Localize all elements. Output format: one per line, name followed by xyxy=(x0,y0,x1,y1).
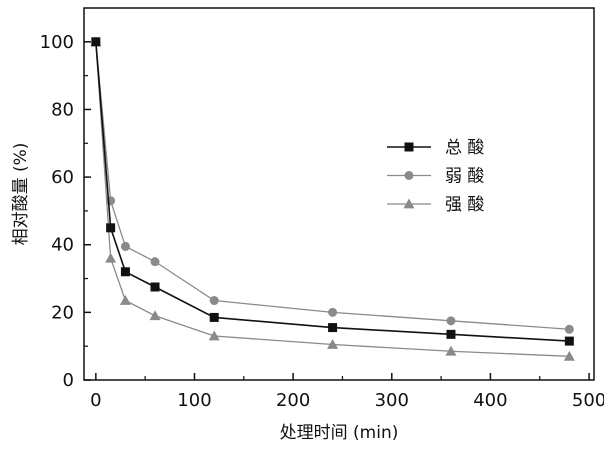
y-tick-label: 80 xyxy=(51,99,74,120)
legend-label: 总 酸 xyxy=(445,138,484,158)
x-tick-label: 200 xyxy=(276,390,310,411)
data-point xyxy=(210,296,219,305)
data-point xyxy=(446,330,455,339)
y-tick-label: 0 xyxy=(63,370,74,391)
legend-marker xyxy=(405,143,414,152)
data-point xyxy=(121,242,130,251)
data-point xyxy=(121,267,130,276)
y-tick-label: 20 xyxy=(51,302,74,323)
series-square xyxy=(91,37,574,345)
series-line xyxy=(96,42,570,341)
legend-label: 弱 酸 xyxy=(445,167,484,187)
data-point xyxy=(105,253,116,263)
data-point xyxy=(209,331,220,341)
data-point xyxy=(120,295,131,305)
x-tick-label: 0 xyxy=(90,390,101,411)
data-point xyxy=(446,316,455,325)
data-point xyxy=(151,283,160,292)
data-point xyxy=(210,313,219,322)
plot-frame xyxy=(84,8,594,380)
series-circle xyxy=(91,37,574,333)
x-tick-label: 100 xyxy=(177,390,211,411)
data-point xyxy=(328,308,337,317)
data-point xyxy=(151,257,160,266)
y-tick-label: 40 xyxy=(51,235,74,256)
legend-item: 弱 酸 xyxy=(387,167,484,187)
data-point xyxy=(565,337,574,346)
data-point xyxy=(91,37,100,46)
y-tick-label: 60 xyxy=(51,167,74,188)
data-point xyxy=(150,310,161,320)
x-tick-label: 500 xyxy=(572,390,604,411)
series-layer xyxy=(90,36,575,360)
legend-item: 总 酸 xyxy=(387,138,484,158)
legend-item: 强 酸 xyxy=(387,195,484,215)
x-tick-label: 300 xyxy=(375,390,409,411)
legend-marker xyxy=(405,171,414,180)
data-point xyxy=(328,323,337,332)
series-line xyxy=(96,42,570,329)
y-axis-label: 相对酸量 (%) xyxy=(11,143,31,246)
x-axis-label: 处理时间 (min) xyxy=(280,423,399,443)
data-point xyxy=(106,223,115,232)
legend-label: 强 酸 xyxy=(445,195,484,215)
legend: 总 酸弱 酸强 酸 xyxy=(387,138,484,215)
x-tick-label: 400 xyxy=(473,390,507,411)
data-point xyxy=(565,325,574,334)
y-tick-label: 100 xyxy=(40,32,74,53)
